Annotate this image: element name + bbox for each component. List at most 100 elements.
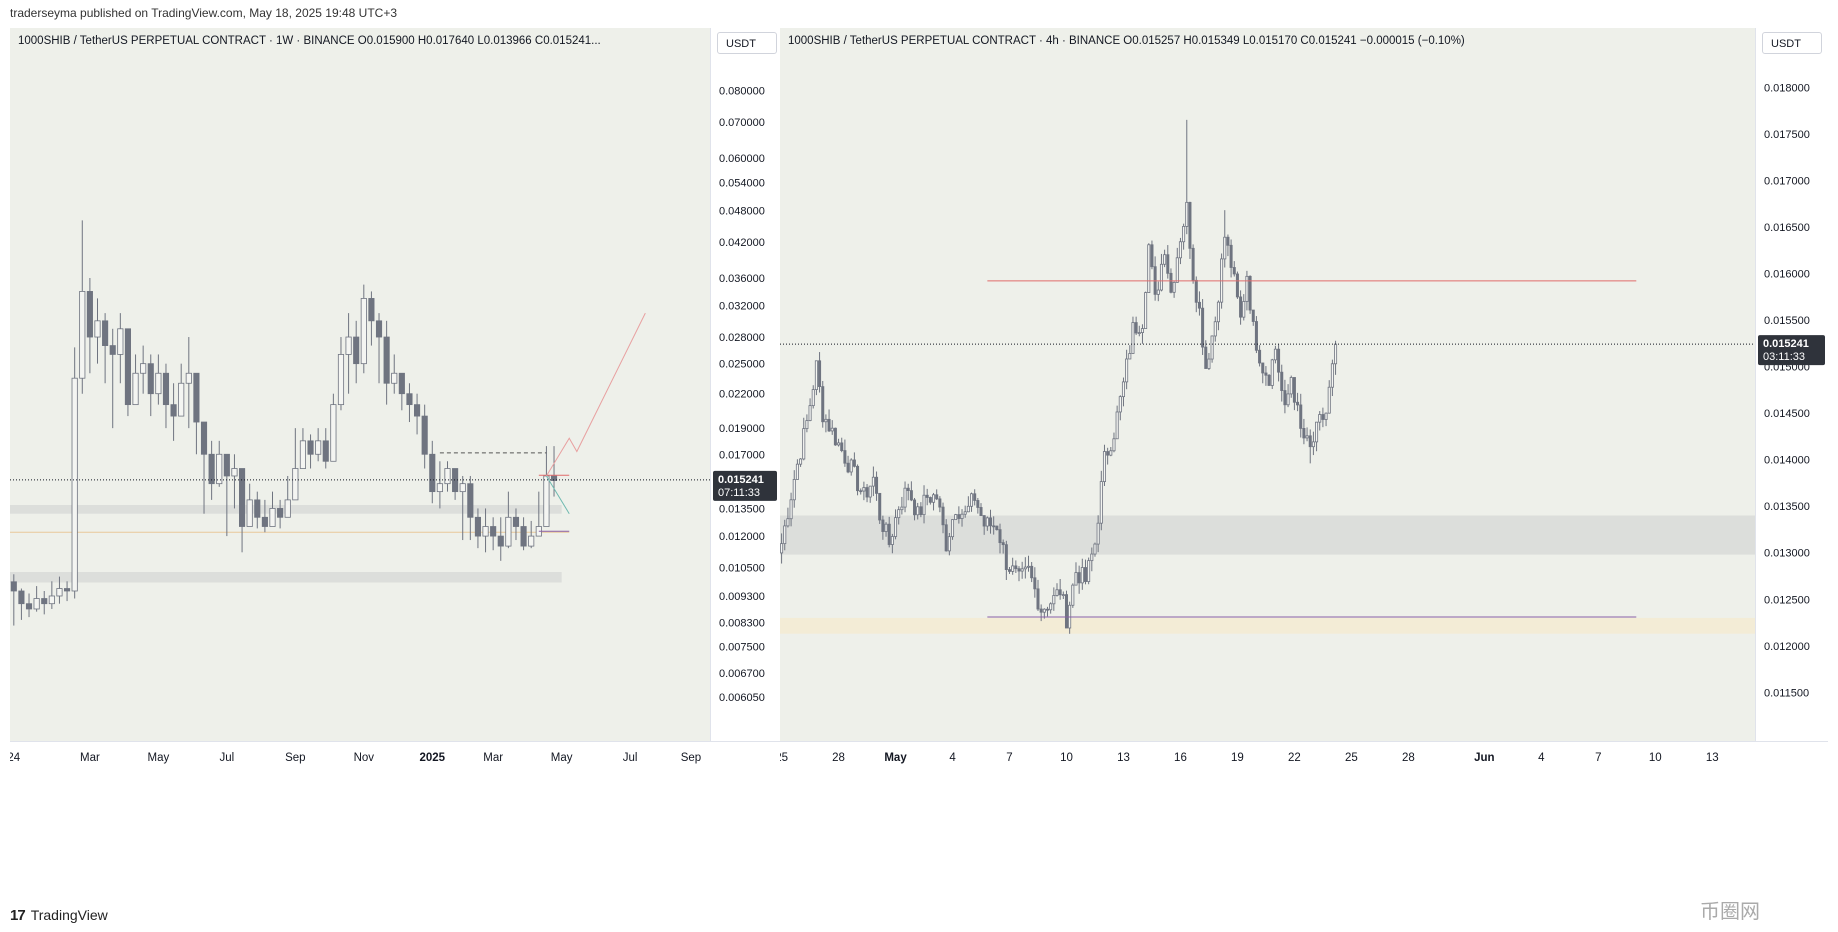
candle[interactable] — [337, 337, 345, 411]
chart-panel-4h[interactable]: 1000SHIB / TetherUS PERPETUAL CONTRACT ·… — [775, 28, 1829, 900]
candle[interactable] — [277, 499, 284, 529]
candle[interactable] — [982, 515, 986, 535]
candle[interactable] — [1134, 316, 1138, 336]
candle[interactable] — [1156, 281, 1160, 302]
candle[interactable] — [1311, 431, 1315, 456]
candle[interactable] — [1286, 384, 1290, 408]
candle[interactable] — [505, 491, 512, 549]
candle[interactable] — [1327, 380, 1331, 414]
candle[interactable] — [919, 502, 923, 518]
candle[interactable] — [1153, 256, 1157, 301]
candle[interactable] — [1182, 223, 1186, 250]
time-scale-4h[interactable]: 25 28 May 4 7 10 13 16 19 22 25 28 Jun 4 7 10 13 — [775, 741, 1828, 772]
candle[interactable] — [783, 519, 787, 551]
candle[interactable] — [398, 372, 405, 411]
candle[interactable] — [452, 468, 459, 500]
candle[interactable] — [944, 519, 948, 552]
candle[interactable] — [1128, 345, 1132, 360]
candle[interactable] — [1166, 245, 1170, 279]
candle[interactable] — [414, 393, 421, 435]
candle[interactable] — [436, 461, 443, 509]
candle[interactable] — [1280, 364, 1284, 402]
candle[interactable] — [421, 404, 428, 469]
candle[interactable] — [903, 481, 907, 513]
candle[interactable] — [360, 284, 367, 374]
candle[interactable] — [884, 522, 888, 537]
candle[interactable] — [512, 508, 520, 541]
candle[interactable] — [947, 532, 951, 556]
projection-down[interactable] — [545, 475, 570, 514]
candle[interactable] — [33, 586, 40, 612]
candle[interactable] — [976, 497, 980, 514]
candle[interactable] — [932, 492, 936, 511]
candle[interactable] — [1020, 561, 1024, 579]
candle[interactable] — [474, 508, 481, 549]
candle[interactable] — [881, 515, 885, 540]
candle[interactable] — [862, 481, 866, 501]
candle[interactable] — [497, 517, 504, 561]
candle[interactable] — [856, 464, 860, 496]
candle[interactable] — [1011, 557, 1015, 575]
candle[interactable] — [979, 503, 983, 516]
candle[interactable] — [147, 354, 154, 417]
candle[interactable] — [1036, 579, 1040, 611]
candle[interactable] — [1308, 429, 1312, 464]
candle[interactable] — [1030, 562, 1034, 583]
candle[interactable] — [1226, 234, 1230, 257]
candle[interactable] — [840, 437, 844, 453]
candle[interactable] — [913, 497, 917, 521]
candle[interactable] — [1001, 539, 1005, 554]
candle[interactable] — [1210, 335, 1214, 363]
candle[interactable] — [1172, 281, 1176, 298]
candle[interactable] — [1277, 344, 1281, 382]
candle[interactable] — [916, 502, 920, 520]
candle[interactable] — [261, 499, 268, 533]
candle[interactable] — [543, 446, 550, 527]
candle[interactable] — [852, 452, 856, 468]
candle[interactable] — [170, 383, 177, 441]
candle[interactable] — [954, 513, 958, 521]
candle[interactable] — [1270, 358, 1274, 390]
candle[interactable] — [808, 398, 812, 422]
candle[interactable] — [467, 475, 474, 541]
tradingview-brand[interactable]: TradingView — [30, 907, 108, 923]
candle[interactable] — [938, 496, 942, 513]
candle[interactable] — [909, 481, 913, 502]
candle[interactable] — [239, 468, 246, 553]
candle[interactable] — [1292, 377, 1296, 411]
candle[interactable] — [1144, 291, 1148, 329]
price-scale-4h[interactable]: USDT 0.018000 0.017500 0.017000 0.016500 0.0… — [1755, 28, 1829, 741]
candle[interactable] — [1330, 359, 1334, 397]
candle[interactable] — [1061, 591, 1065, 600]
candle[interactable] — [284, 475, 291, 518]
candle[interactable] — [200, 421, 208, 514]
candle[interactable] — [1289, 375, 1293, 398]
candle[interactable] — [64, 581, 71, 602]
candle[interactable] — [1223, 210, 1227, 268]
candle[interactable] — [1071, 583, 1075, 608]
candle[interactable] — [897, 506, 901, 525]
candle[interactable] — [132, 354, 139, 406]
currency-button-4h[interactable]: USDT — [1762, 32, 1822, 54]
candle[interactable] — [86, 277, 93, 374]
candle[interactable] — [1302, 418, 1306, 445]
candle[interactable] — [322, 428, 329, 469]
candle[interactable] — [992, 516, 996, 535]
candle[interactable] — [246, 483, 253, 527]
candle[interactable] — [459, 475, 466, 541]
candle[interactable] — [520, 517, 527, 551]
candle[interactable] — [140, 345, 147, 394]
candle[interactable] — [1055, 583, 1059, 597]
candle[interactable] — [1245, 270, 1249, 311]
candle[interactable] — [223, 453, 230, 537]
candle[interactable] — [973, 489, 977, 506]
candle[interactable] — [429, 440, 436, 504]
candle[interactable] — [1273, 345, 1277, 364]
candle[interactable] — [865, 484, 869, 503]
candle[interactable] — [1014, 560, 1018, 573]
candle[interactable] — [1258, 345, 1262, 367]
candle[interactable] — [1137, 325, 1141, 337]
candle[interactable] — [1125, 349, 1129, 390]
candle[interactable] — [1197, 291, 1201, 316]
candle[interactable] — [444, 461, 451, 492]
